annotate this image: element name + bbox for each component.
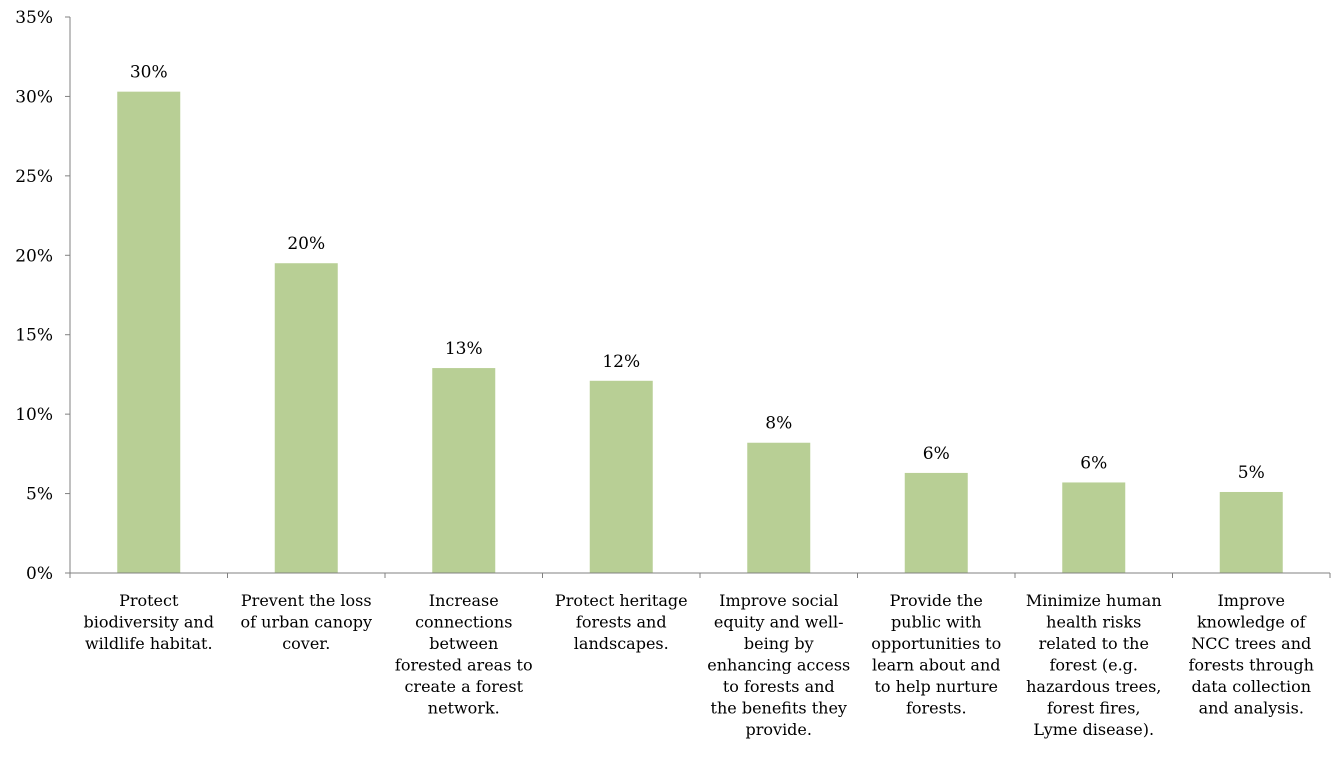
x-tick-label-line: related to the — [1039, 634, 1149, 653]
x-tick-label: Increase connections between forested areas… — [395, 591, 533, 718]
x-tick-label-line: forest (e.g. — [1049, 656, 1138, 675]
x-tick-label-line: between — [429, 634, 498, 653]
x-tick-label: Protect biodiversity and wildlife habitat. — [84, 591, 214, 653]
x-tick-label: Minimize human health risks related to the… — [1026, 591, 1162, 739]
x-tick-label-line: cover. — [282, 634, 330, 653]
data-label: 20% — [287, 234, 325, 254]
data-labels: 30% 20% 13% 12% 8% 6% 6% 5% — [130, 63, 1265, 483]
x-tick-label-line: forest fires, — [1047, 699, 1140, 718]
x-tick-label-line: to help nurture — [875, 677, 998, 696]
y-tick-label: 30% — [15, 87, 53, 107]
x-tick-label-line: NCC trees and — [1191, 634, 1311, 653]
bar — [1062, 482, 1126, 573]
x-tick-label: Prevent the loss of urban canopy cover. — [241, 591, 372, 653]
bars — [117, 91, 1283, 574]
x-tick-label-line: of urban canopy — [241, 613, 372, 632]
bar — [274, 263, 338, 573]
bar — [589, 380, 653, 573]
x-tick-label-line: network. — [428, 699, 500, 718]
y-tick-label: 5% — [26, 485, 53, 505]
x-tick-label-line: enhancing access — [707, 656, 850, 675]
x-tick-label-line: Protect heritage — [555, 591, 688, 610]
data-label: 13% — [445, 339, 483, 359]
x-tick-label-line: provide. — [746, 720, 812, 739]
x-tick-label-line: forests and — [576, 613, 667, 632]
x-tick-label-line: Increase — [429, 591, 499, 610]
bar — [117, 91, 181, 574]
data-label: 8% — [765, 414, 792, 434]
x-tick-label-line: Protect — [119, 591, 179, 610]
x-tick-label-line: knowledge of — [1197, 613, 1307, 632]
bar — [1219, 491, 1283, 573]
x-tick-label: Improve social equity and well-being by en… — [707, 591, 850, 739]
x-tick-label-line: landscapes. — [574, 634, 669, 653]
y-tick-label: 10% — [15, 405, 53, 425]
x-tick-label-line: Provide the — [890, 591, 983, 610]
x-tick-label-line: forests. — [906, 699, 967, 718]
y-tick-label: 25% — [15, 167, 53, 187]
data-label: 12% — [602, 352, 640, 372]
x-tick-label-line: health risks — [1046, 613, 1141, 632]
data-label: 5% — [1238, 463, 1265, 483]
x-tick-label-line: Improve social — [719, 591, 838, 610]
x-tick-label: Protect heritage forests and landscapes. — [555, 591, 688, 653]
x-tick-label-line: the benefits they — [711, 699, 847, 718]
x-tick-label-line: Prevent the loss — [241, 591, 372, 610]
x-tick-label-line: connections — [415, 613, 512, 632]
x-tick-label-line: biodiversity and — [84, 613, 214, 632]
x-tick-label-line: being by — [744, 634, 814, 653]
x-tick-label-line: opportunities to — [871, 634, 1001, 653]
bar — [432, 368, 496, 573]
x-tick-label-line: forested areas to — [395, 656, 533, 675]
data-label: 6% — [1080, 453, 1107, 473]
bar — [747, 442, 811, 573]
x-tick-label-line: hazardous trees, — [1026, 677, 1161, 696]
x-tick-label-line: equity and well- — [714, 613, 844, 632]
x-tick-label-line: Improve — [1217, 591, 1285, 610]
y-tick-label: 20% — [15, 246, 53, 266]
x-tick-label-line: wildlife habitat. — [85, 634, 213, 653]
x-tick-label-line: and analysis. — [1199, 699, 1304, 718]
x-tick-label-line: public with — [891, 613, 982, 632]
category-labels: Protect biodiversity and wildlife habitat.… — [84, 591, 1314, 739]
x-tick-label-line: create a forest — [404, 677, 523, 696]
x-tick-label-line: to forests and — [723, 677, 835, 696]
x-tick-label-line: Lyme disease). — [1033, 720, 1154, 739]
bar — [904, 472, 968, 573]
data-label: 6% — [923, 444, 950, 464]
x-tick-label-line: forests through — [1189, 656, 1314, 675]
x-tick-label: Improve knowledge of NCC trees and forests … — [1189, 591, 1314, 718]
x-tick-label-line: learn about and — [872, 656, 1000, 675]
x-tick-label-line: Minimize human — [1026, 591, 1162, 610]
x-tick-label: Provide the public with opportunities to le… — [871, 591, 1001, 718]
y-tick-label: 0% — [26, 564, 53, 584]
y-tick-label: 15% — [15, 326, 53, 346]
x-tick-label-line: data collection — [1191, 677, 1311, 696]
x-axis — [69, 572, 1331, 578]
y-axis: 0% 5% 10% 15% 20% 25% 30% 35% — [15, 8, 71, 584]
data-label: 30% — [130, 63, 168, 83]
y-tick-label: 35% — [15, 8, 53, 28]
